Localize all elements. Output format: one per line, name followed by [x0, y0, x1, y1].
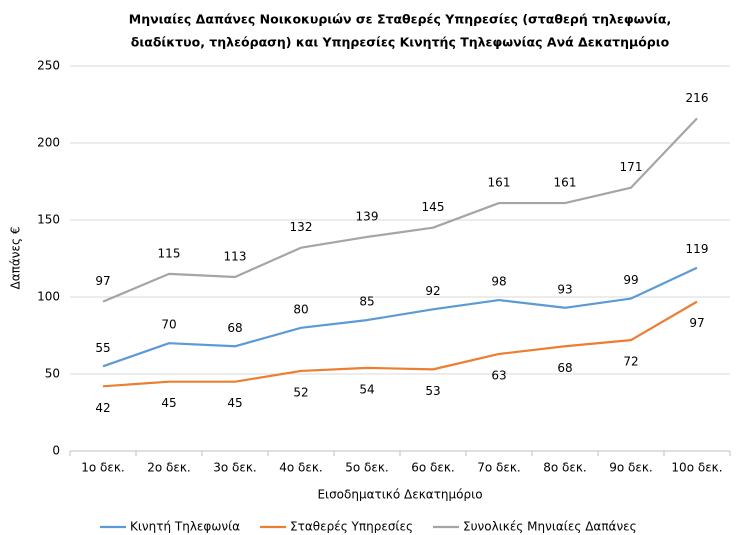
data-label: 53 [425, 384, 440, 398]
x-tick-label: 10ο δεκ. [671, 461, 722, 475]
data-label: 68 [227, 321, 242, 335]
data-label: 139 [356, 209, 379, 223]
x-tick-label: 1ο δεκ. [81, 461, 125, 475]
x-tick-label: 9ο δεκ. [609, 461, 653, 475]
x-axis-title: Εισοδηματικό Δεκατημόριο [317, 488, 482, 502]
y-tick-label: 150 [37, 213, 60, 227]
data-label: 63 [491, 368, 506, 382]
line-series [102, 300, 698, 388]
chart-title: Μηνιαίες Δαπάνες Νοικοκυριών σε Σταθερές… [129, 12, 671, 27]
data-label: 115 [158, 246, 181, 260]
x-tick-label: 7ο δεκ. [477, 461, 521, 475]
data-label: 72 [623, 355, 638, 369]
data-label: 68 [557, 361, 572, 375]
y-tick-label: 250 [37, 59, 60, 73]
data-label: 216 [686, 91, 709, 105]
data-label: 97 [689, 316, 704, 330]
x-tick-label: 3ο δεκ. [213, 461, 257, 475]
data-label: 45 [227, 396, 242, 410]
data-label: 113 [224, 249, 247, 263]
data-label: 161 [554, 176, 577, 190]
data-label: 97 [95, 274, 110, 288]
data-label: 171 [620, 160, 643, 174]
data-label: 92 [425, 284, 440, 298]
data-label: 55 [95, 341, 110, 355]
data-label: 98 [491, 275, 506, 289]
data-label: 161 [488, 176, 511, 190]
chart-title: διαδίκτυο, τηλεόραση) και Υπηρεσίες Κινη… [131, 35, 670, 50]
legend-label: Σταθερές Υπηρεσίες [290, 520, 413, 534]
y-tick-label: 100 [37, 290, 60, 304]
data-label: 145 [422, 200, 445, 214]
data-label: 85 [359, 295, 374, 309]
y-axis-title: Δαπάνες € [9, 227, 23, 290]
data-label: 119 [686, 242, 709, 256]
line-series [102, 266, 698, 368]
y-tick-label: 200 [37, 136, 60, 150]
data-label: 80 [293, 302, 308, 316]
data-label: 42 [95, 401, 110, 415]
x-tick-label: 5ο δεκ. [345, 461, 389, 475]
data-label: 93 [557, 282, 572, 296]
line-series [102, 117, 698, 303]
data-label: 99 [623, 273, 638, 287]
x-tick-label: 6ο δεκ. [411, 461, 455, 475]
data-label: 52 [293, 385, 308, 399]
y-tick-label: 0 [52, 444, 60, 458]
data-label: 54 [359, 382, 374, 396]
legend-label: Κινητή Τηλεφωνία [130, 520, 240, 534]
x-tick-label: 4ο δεκ. [279, 461, 323, 475]
y-tick-label: 50 [45, 367, 60, 381]
legend-label: Συνολικές Μηνιαίες Δαπάνες [463, 520, 637, 534]
data-label: 45 [161, 396, 176, 410]
data-label: 132 [290, 220, 313, 234]
x-tick-label: 8ο δεκ. [543, 461, 587, 475]
x-tick-label: 2ο δεκ. [147, 461, 191, 475]
data-label: 70 [161, 318, 176, 332]
